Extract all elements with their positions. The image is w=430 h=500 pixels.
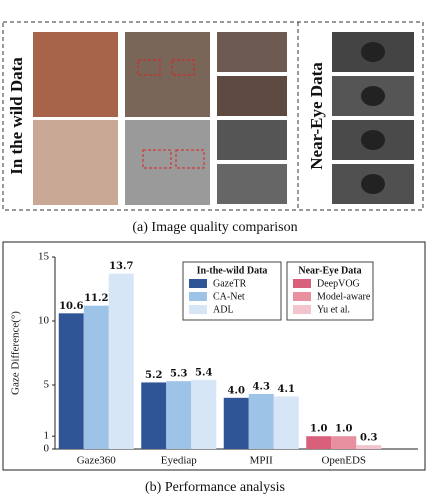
bar: [356, 445, 382, 449]
y-axis-label: Gaze Difference(°): [10, 311, 22, 395]
legend-title: In-the-wild Data: [197, 265, 268, 276]
value-label: 4.3: [253, 381, 270, 392]
bar: [273, 396, 299, 449]
value-label: 0.3: [360, 433, 377, 444]
value-label: 1.0: [310, 424, 327, 435]
value-label: 1.0: [335, 424, 352, 435]
y-tick-label: 15: [38, 251, 50, 263]
legend-label: Yu et al.: [317, 304, 350, 315]
legend-title: Near-Eye Data: [298, 265, 361, 276]
legend-swatch: [189, 279, 207, 288]
bar: [166, 381, 192, 449]
bar: [306, 436, 332, 449]
legend-label: DeepVOG: [317, 278, 360, 289]
value-label: 4.1: [278, 384, 295, 395]
y-tick-label: 1: [44, 430, 50, 442]
legend-label: GazeTR: [213, 278, 247, 289]
x-tick-label: MPII: [250, 455, 274, 467]
legend-label: ADL: [213, 304, 234, 315]
legend-swatch: [293, 305, 311, 314]
legend-swatch: [293, 292, 311, 301]
x-tick-label: OpenEDS: [321, 455, 366, 467]
y-tick-label: 5: [44, 379, 50, 391]
value-label: 5.3: [170, 369, 187, 380]
y-tick-label: 0: [44, 443, 50, 455]
legend-label: Model-aware: [317, 291, 371, 302]
bar: [248, 393, 274, 449]
value-label: 4.0: [228, 385, 245, 396]
legend-swatch: [189, 305, 207, 314]
bar: [141, 382, 167, 449]
value-label: 5.4: [195, 367, 212, 378]
bar: [331, 436, 357, 449]
eye-images: [332, 32, 414, 204]
left-label: In the wild Data: [7, 57, 26, 175]
caption-a: (a) Image quality comparison: [132, 220, 297, 235]
legend-swatch: [293, 279, 311, 288]
panel-frame: [2, 21, 424, 211]
bar: [191, 379, 217, 449]
value-label: 5.2: [145, 370, 162, 381]
value-label: 13.7: [109, 261, 133, 272]
y-tick-label: 10: [38, 315, 50, 327]
x-tick-label: Eyediap: [161, 455, 198, 467]
bar: [108, 273, 134, 449]
bar: [58, 313, 84, 449]
x-tick-label: Gaze360: [77, 455, 117, 467]
bar: [83, 305, 109, 449]
value-label: 10.6: [59, 301, 83, 312]
face-images: [33, 32, 287, 205]
chart-frame: [2, 241, 426, 471]
caption-b: (b) Performance analysis: [145, 480, 285, 495]
legend-label: CA-Net: [213, 291, 245, 302]
value-label: 11.2: [84, 293, 108, 304]
right-label: Near-Eye Data: [307, 62, 326, 170]
legend-swatch: [189, 292, 207, 301]
bar: [223, 397, 249, 449]
